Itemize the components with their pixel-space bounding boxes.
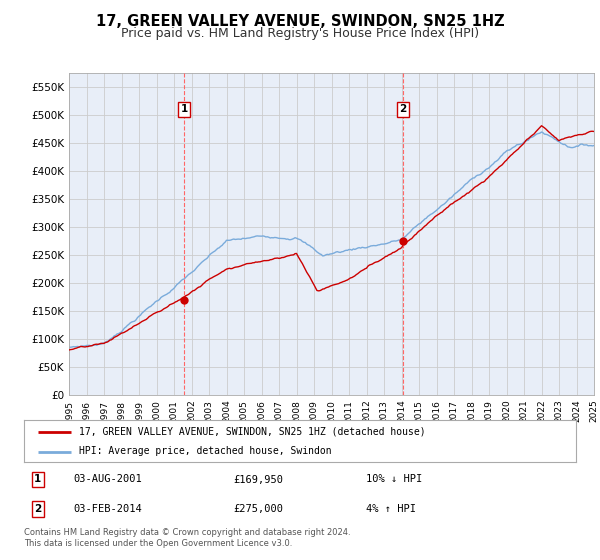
Text: £169,950: £169,950 [234,474,284,484]
Text: 4% ↑ HPI: 4% ↑ HPI [366,504,416,514]
Text: 17, GREEN VALLEY AVENUE, SWINDON, SN25 1HZ (detached house): 17, GREEN VALLEY AVENUE, SWINDON, SN25 1… [79,427,426,437]
Text: 03-FEB-2014: 03-FEB-2014 [74,504,142,514]
Text: 03-AUG-2001: 03-AUG-2001 [74,474,142,484]
Text: 2: 2 [400,104,407,114]
Text: Price paid vs. HM Land Registry's House Price Index (HPI): Price paid vs. HM Land Registry's House … [121,27,479,40]
Text: HPI: Average price, detached house, Swindon: HPI: Average price, detached house, Swin… [79,446,332,456]
Text: 2: 2 [34,504,41,514]
Text: 1: 1 [181,104,188,114]
Text: This data is licensed under the Open Government Licence v3.0.: This data is licensed under the Open Gov… [24,539,292,548]
Text: 17, GREEN VALLEY AVENUE, SWINDON, SN25 1HZ: 17, GREEN VALLEY AVENUE, SWINDON, SN25 1… [95,14,505,29]
Text: 10% ↓ HPI: 10% ↓ HPI [366,474,422,484]
Text: £275,000: £275,000 [234,504,284,514]
Text: 1: 1 [34,474,41,484]
Text: Contains HM Land Registry data © Crown copyright and database right 2024.: Contains HM Land Registry data © Crown c… [24,528,350,536]
